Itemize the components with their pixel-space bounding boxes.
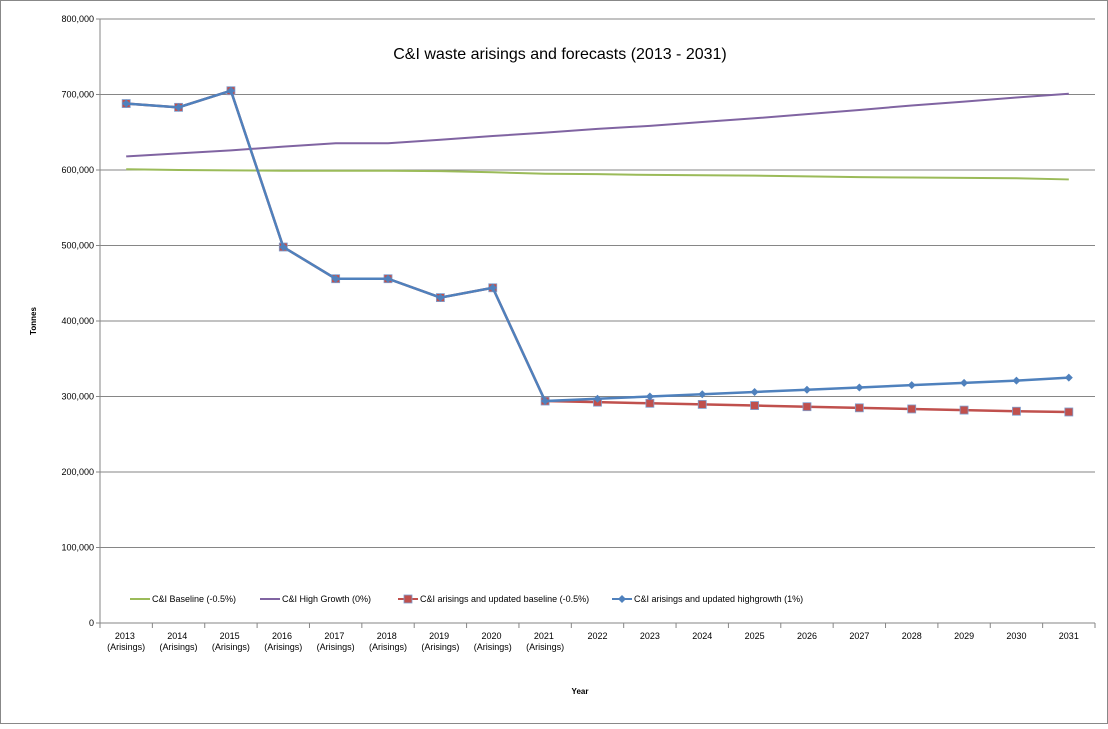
x-tick-label: 2014 (Arisings) <box>160 631 198 652</box>
x-tick-label: 2016 (Arisings) <box>264 631 302 652</box>
y-tick-label: 300,000 <box>61 392 94 402</box>
data-point <box>750 387 759 396</box>
x-tick-label: 2031 <box>1059 631 1079 641</box>
data-point <box>802 402 812 412</box>
y-tick-label: 200,000 <box>61 467 94 477</box>
data-point <box>907 404 917 414</box>
data-point <box>697 400 707 409</box>
data-point <box>593 394 602 403</box>
chart-title: C&I waste arisings and forecasts (2013 -… <box>393 46 727 63</box>
legend-marker <box>618 595 626 603</box>
legend-label: C&I High Growth (0%) <box>282 594 371 604</box>
data-point <box>279 243 288 252</box>
data-point <box>960 378 969 387</box>
data-point <box>854 403 864 413</box>
data-point <box>226 86 235 95</box>
x-tick-label: 2020 (Arisings) <box>474 631 512 652</box>
x-tick-label: 2018 (Arisings) <box>369 631 407 652</box>
x-tick-label: 2025 <box>745 631 765 641</box>
series-line <box>126 92 1069 158</box>
x-tick-label: 2027 <box>849 631 869 641</box>
data-point <box>959 405 969 415</box>
data-point <box>1012 406 1021 416</box>
x-tick-label: 2017 (Arisings) <box>317 631 355 652</box>
data-point <box>174 103 183 112</box>
x-tick-label: 2029 <box>954 631 974 641</box>
y-tick-label: 800,000 <box>61 14 94 24</box>
data-point <box>1064 373 1073 382</box>
data-point <box>645 392 654 401</box>
x-axis-label: Year <box>572 687 589 696</box>
legend-label: C&I Baseline (-0.5%) <box>152 594 236 604</box>
x-tick-label: 2022 <box>587 631 607 641</box>
data-point <box>1064 407 1074 417</box>
x-tick-label: 2021 (Arisings) <box>526 631 564 652</box>
y-tick-label: 0 <box>89 618 94 628</box>
data-point <box>331 274 340 283</box>
data-point <box>436 293 445 302</box>
x-tick-label: 2015 (Arisings) <box>212 631 250 652</box>
data-point <box>907 381 916 390</box>
y-tick-label: 400,000 <box>61 316 94 326</box>
x-tick-label: 2030 <box>1006 631 1026 641</box>
x-tick-label: 2024 <box>692 631 712 641</box>
y-tick-label: 700,000 <box>61 90 94 100</box>
data-point <box>1012 376 1021 385</box>
data-point <box>488 283 497 292</box>
data-point <box>750 401 760 410</box>
x-tick-label: 2013 (Arisings) <box>107 631 145 652</box>
legend-label: C&I arisings and updated baseline (-0.5%… <box>420 594 589 604</box>
legend-label: C&I arisings and updated highgrowth (1%) <box>634 594 803 604</box>
data-point <box>802 385 811 394</box>
series-line <box>126 168 1069 181</box>
y-axis-label: Tonnes <box>29 307 38 335</box>
x-tick-label: 2028 <box>902 631 922 641</box>
data-point <box>855 383 864 392</box>
data-point <box>541 397 550 406</box>
y-tick-label: 600,000 <box>61 165 94 175</box>
y-tick-label: 500,000 <box>61 241 94 251</box>
y-tick-label: 100,000 <box>61 543 94 553</box>
x-tick-label: 2026 <box>797 631 817 641</box>
data-point <box>384 274 393 283</box>
x-tick-label: 2019 (Arisings) <box>421 631 459 652</box>
data-point <box>122 99 131 108</box>
x-tick-label: 2023 <box>640 631 660 641</box>
legend-marker <box>403 594 413 604</box>
data-point <box>698 390 707 399</box>
